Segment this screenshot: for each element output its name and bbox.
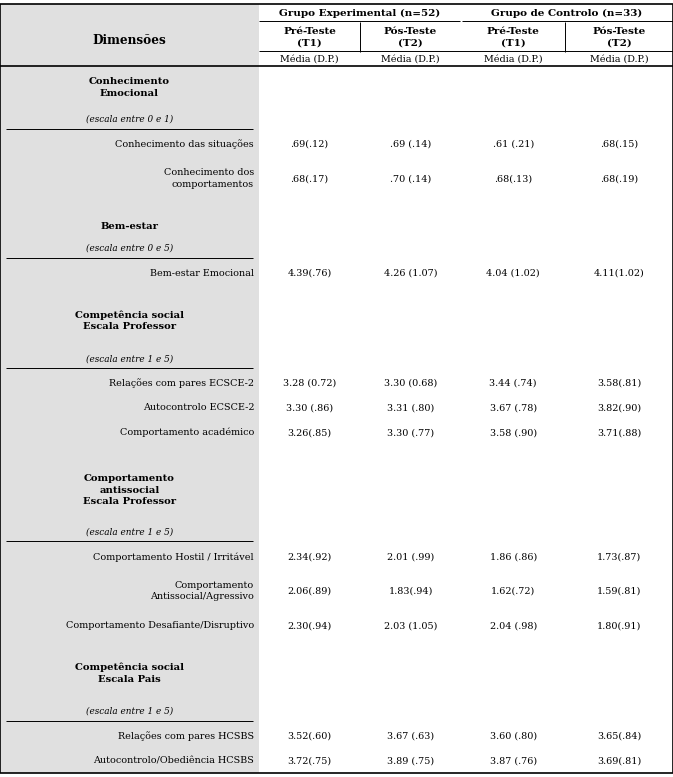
Text: (escala entre 1 e 5): (escala entre 1 e 5)	[86, 707, 173, 716]
Text: Grupo Experimental (n=52): Grupo Experimental (n=52)	[279, 9, 441, 18]
Text: 3.69(.81): 3.69(.81)	[597, 756, 641, 765]
Text: 3.44 (.74): 3.44 (.74)	[489, 379, 537, 388]
Text: Comportamento académico: Comportamento académico	[120, 428, 254, 437]
Text: Pós-Teste
(T2): Pós-Teste (T2)	[592, 26, 646, 47]
Text: 3.60 (.80): 3.60 (.80)	[489, 732, 537, 740]
Text: .69(.12): .69(.12)	[291, 140, 328, 148]
Text: 3.58(.81): 3.58(.81)	[597, 379, 641, 388]
Text: Relações com pares HCSBS: Relações com pares HCSBS	[118, 731, 254, 741]
Text: 3.31 (.80): 3.31 (.80)	[387, 403, 434, 413]
Text: Grupo de Controlo (n=33): Grupo de Controlo (n=33)	[491, 9, 643, 18]
Text: 2.01 (.99): 2.01 (.99)	[387, 552, 434, 561]
Text: 2.30(.94): 2.30(.94)	[287, 622, 332, 630]
Text: (escala entre 1 e 5): (escala entre 1 e 5)	[86, 354, 173, 363]
Text: 3.89 (.75): 3.89 (.75)	[387, 756, 434, 765]
Text: 3.26(.85): 3.26(.85)	[287, 428, 332, 437]
Text: 3.30 (.77): 3.30 (.77)	[387, 428, 434, 437]
Text: Média (D.P.): Média (D.P.)	[280, 54, 339, 64]
Text: .61 (.21): .61 (.21)	[493, 140, 534, 148]
Text: .70 (.14): .70 (.14)	[390, 174, 431, 183]
Text: .68(.17): .68(.17)	[291, 174, 328, 183]
Text: (escala entre 0 e 1): (escala entre 0 e 1)	[86, 115, 173, 124]
Text: Comportamento
Antissocial/Agressivo: Comportamento Antissocial/Agressivo	[150, 581, 254, 601]
Text: 3.65(.84): 3.65(.84)	[597, 732, 641, 740]
Text: Média (D.P.): Média (D.P.)	[381, 54, 440, 64]
Text: 4.39(.76): 4.39(.76)	[287, 269, 332, 277]
Text: Autocontrolo ECSCE-2: Autocontrolo ECSCE-2	[143, 403, 254, 413]
Text: Pré-Teste
(T1): Pré-Teste (T1)	[283, 26, 336, 47]
Text: 1.83(.94): 1.83(.94)	[388, 587, 433, 596]
Text: Bem-estar: Bem-estar	[100, 221, 159, 231]
Text: 3.82(.90): 3.82(.90)	[597, 403, 641, 413]
Text: 3.67 (.78): 3.67 (.78)	[489, 403, 537, 413]
Text: .69 (.14): .69 (.14)	[390, 140, 431, 148]
Text: 2.06(.89): 2.06(.89)	[287, 587, 332, 596]
Text: .68(.15): .68(.15)	[600, 140, 638, 148]
Text: 3.28 (0.72): 3.28 (0.72)	[283, 379, 336, 388]
Text: 3.30 (.86): 3.30 (.86)	[286, 403, 333, 413]
Bar	[0, 4, 259, 773]
Text: Bem-estar Emocional: Bem-estar Emocional	[150, 269, 254, 277]
Text: 3.58 (.90): 3.58 (.90)	[489, 428, 537, 437]
Text: 2.04 (.98): 2.04 (.98)	[489, 622, 537, 630]
Text: Comportamento Hostil / Irritável: Comportamento Hostil / Irritável	[94, 552, 254, 562]
Text: 2.34(.92): 2.34(.92)	[287, 552, 332, 561]
Text: Autocontrolo/Obediência HCSBS: Autocontrolo/Obediência HCSBS	[94, 756, 254, 765]
Text: Média (D.P.): Média (D.P.)	[484, 54, 542, 64]
Text: Pré-Teste
(T1): Pré-Teste (T1)	[487, 26, 540, 47]
Text: (escala entre 0 e 5): (escala entre 0 e 5)	[86, 244, 173, 253]
Text: Média (D.P.): Média (D.P.)	[590, 54, 649, 64]
Text: 3.67 (.63): 3.67 (.63)	[387, 732, 434, 740]
Text: Conhecimento
Emocional: Conhecimento Emocional	[89, 77, 170, 98]
Text: Conhecimento dos
comportamentos: Conhecimento dos comportamentos	[164, 169, 254, 189]
Text: 1.86 (.86): 1.86 (.86)	[489, 552, 537, 561]
Text: Dimensões: Dimensões	[93, 34, 166, 47]
Text: 3.87 (.76): 3.87 (.76)	[489, 756, 537, 765]
Text: Relações com pares ECSCE-2: Relações com pares ECSCE-2	[109, 378, 254, 388]
Text: Comportamento
antissocial
Escala Professor: Comportamento antissocial Escala Profess…	[83, 474, 176, 506]
Text: Competência social
Escala Professor: Competência social Escala Professor	[75, 310, 184, 331]
Text: .68(.19): .68(.19)	[600, 174, 638, 183]
Text: 2.03 (1.05): 2.03 (1.05)	[384, 622, 437, 630]
Text: Competência social
Escala Pais: Competência social Escala Pais	[75, 663, 184, 684]
Text: 1.80(.91): 1.80(.91)	[597, 622, 641, 630]
Text: 3.72(.75): 3.72(.75)	[287, 756, 332, 765]
Text: 1.62(.72): 1.62(.72)	[491, 587, 535, 596]
Text: Conhecimento das situações: Conhecimento das situações	[116, 139, 254, 149]
Text: 4.11(1.02): 4.11(1.02)	[594, 269, 645, 277]
Text: 1.73(.87): 1.73(.87)	[597, 552, 641, 561]
Text: Pós-Teste
(T2): Pós-Teste (T2)	[384, 26, 437, 47]
Text: 3.30 (0.68): 3.30 (0.68)	[384, 379, 437, 388]
Text: 3.52(.60): 3.52(.60)	[287, 732, 332, 740]
Text: 1.59(.81): 1.59(.81)	[597, 587, 641, 596]
Text: 3.71(.88): 3.71(.88)	[597, 428, 641, 437]
Text: 4.26 (1.07): 4.26 (1.07)	[384, 269, 437, 277]
Text: (escala entre 1 e 5): (escala entre 1 e 5)	[86, 528, 173, 536]
Text: .68(.13): .68(.13)	[494, 174, 532, 183]
Text: Comportamento Desafiante/Disruptivo: Comportamento Desafiante/Disruptivo	[66, 622, 254, 630]
Text: 4.04 (1.02): 4.04 (1.02)	[487, 269, 540, 277]
